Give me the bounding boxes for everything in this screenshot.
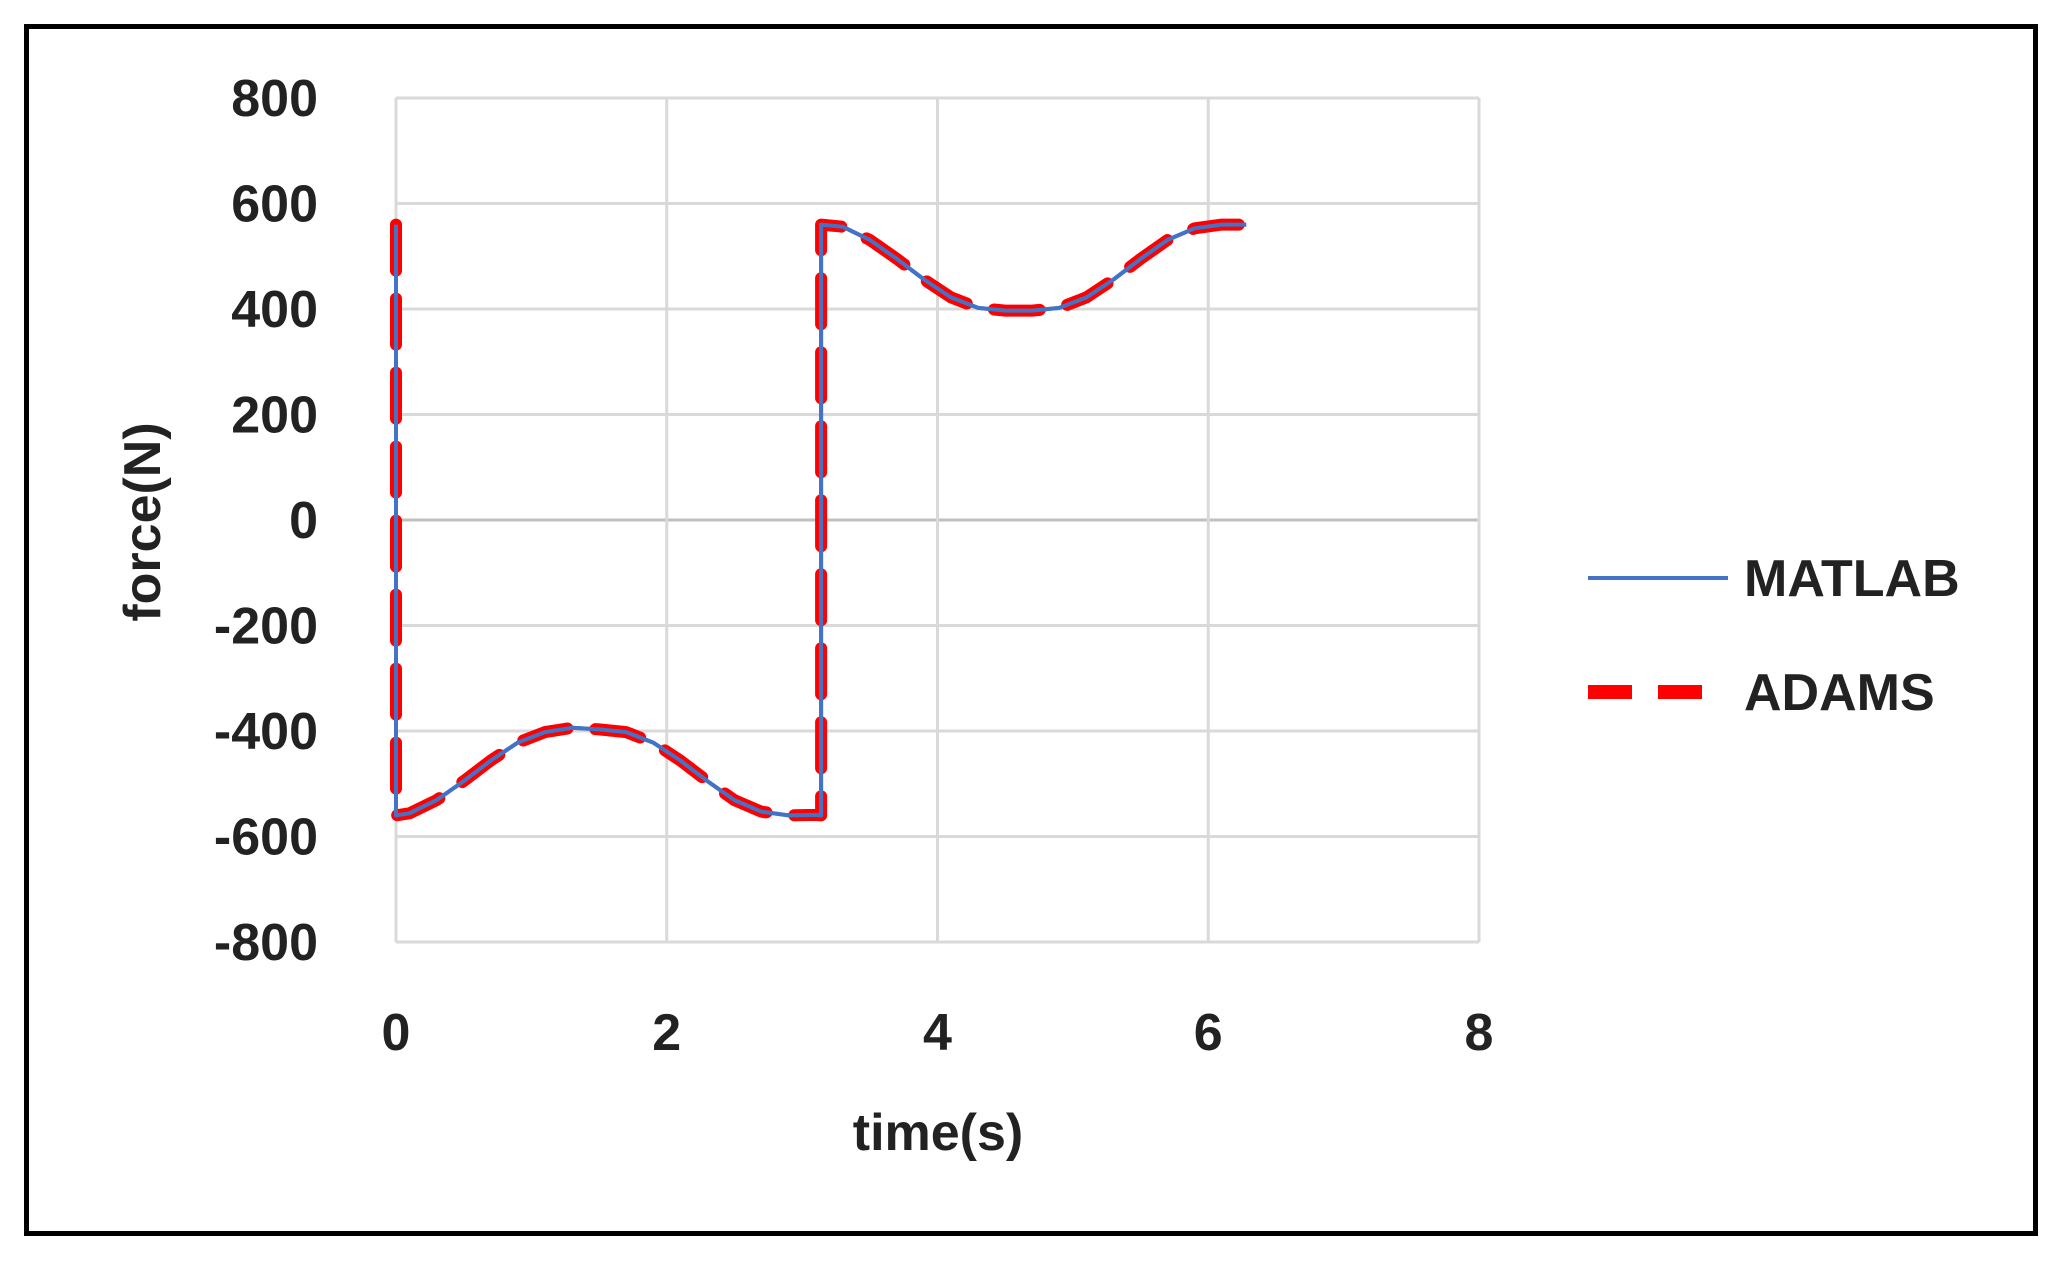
x-tick-label: 4 (923, 1004, 952, 1062)
x-tick-label: 6 (1194, 1004, 1223, 1062)
x-tick-label: 0 (382, 1004, 411, 1062)
y-tick-label: -200 (214, 598, 318, 656)
y-tick-label: 0 (289, 492, 318, 550)
y-tick-label: -800 (214, 914, 318, 972)
series-line-matlab-overlay (394, 222, 1247, 818)
x-tick-label: 8 (1465, 1004, 1494, 1062)
legend: MATLAB ADAMS (1588, 550, 1960, 722)
y-axis-title: force(N) (114, 422, 172, 621)
series-lines (390, 218, 1253, 822)
legend-label-adams: ADAMS (1744, 664, 1935, 722)
grid (394, 96, 1481, 944)
x-axis-title: time(s) (853, 1104, 1023, 1162)
y-tick-label: 600 (231, 176, 318, 234)
legend-label-matlab: MATLAB (1744, 550, 1960, 608)
chart-frame (24, 24, 2038, 1236)
y-tick-labels: 800 600 400 200 0 -200 -400 -600 -800 (214, 70, 318, 972)
x-tick-labels: 0 2 4 6 8 (382, 1004, 1494, 1062)
y-tick-label: -600 (214, 809, 318, 867)
x-tick-label: 2 (652, 1004, 681, 1062)
y-tick-label: 400 (231, 281, 318, 339)
y-tick-label: 800 (231, 70, 318, 128)
y-tick-label: 200 (231, 387, 318, 445)
y-tick-label: -400 (214, 703, 318, 761)
